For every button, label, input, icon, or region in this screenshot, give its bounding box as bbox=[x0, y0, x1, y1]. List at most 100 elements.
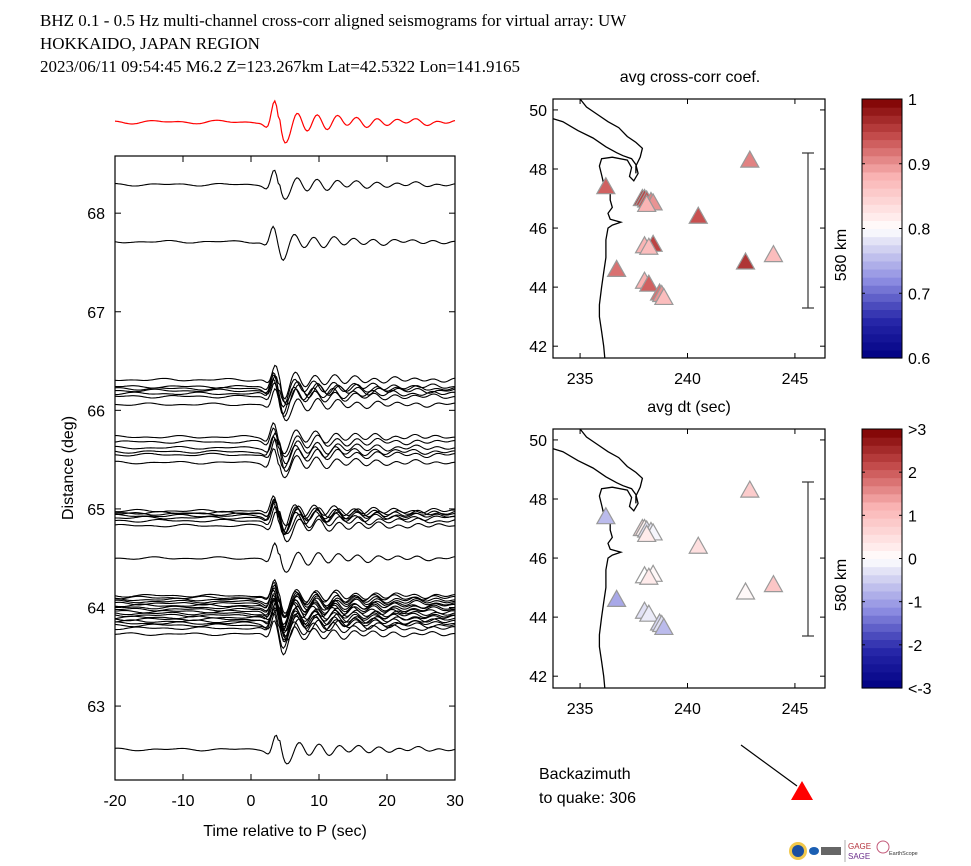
figure-title-event-info: 2023/06/11 09:54:45 M6.2 Z=123.267km Lat… bbox=[40, 57, 521, 76]
y-tick-label: 67 bbox=[87, 305, 105, 322]
colorbar-segment bbox=[862, 99, 902, 108]
quake-direction-triangle-icon bbox=[791, 781, 813, 800]
seismogram-trace bbox=[115, 422, 455, 455]
colorbar-segment bbox=[862, 139, 902, 149]
seismogram-ticks: -20 -10 0 10 20 30 63 64 65 66 67 68 bbox=[87, 156, 464, 810]
colorbar-segment bbox=[862, 655, 902, 665]
y-tick-label: 64 bbox=[87, 600, 105, 617]
station-triangle bbox=[595, 506, 616, 525]
colorbar-segment bbox=[862, 147, 902, 157]
colorbar-segment bbox=[862, 485, 902, 495]
colorbar-segment bbox=[862, 309, 902, 319]
dt-residual-map-panel: 235 240 245 42 44 46 48 50 580 km <-3 -2 -1 0 1 2 >3 bbox=[529, 422, 931, 718]
station-triangle bbox=[688, 536, 709, 554]
seismogram-trace bbox=[114, 371, 455, 408]
colorbar-segment bbox=[862, 228, 902, 238]
colorbar-segment bbox=[862, 679, 902, 689]
seismogram-trace bbox=[114, 542, 456, 573]
figure-title-line-1: BHZ 0.1 - 0.5 Hz multi-channel cross-cor… bbox=[40, 11, 627, 30]
gage-logo: GAGE bbox=[848, 842, 871, 851]
colorbar-tick-label: 1 bbox=[908, 508, 917, 525]
station-triangle bbox=[638, 603, 659, 622]
seismogram-trace bbox=[115, 374, 456, 406]
map1-ticks: 235 240 245 42 44 46 48 50 bbox=[529, 99, 825, 388]
colorbar-segment bbox=[862, 590, 902, 600]
y-tick-label: 50 bbox=[529, 433, 547, 450]
y-tick-label: 44 bbox=[529, 610, 547, 627]
x-tick-label: 240 bbox=[674, 701, 701, 718]
colorbar-segment bbox=[862, 461, 902, 471]
colorbar-tick-label: 0.8 bbox=[908, 222, 930, 239]
stack-trace bbox=[114, 99, 456, 144]
colorbar-segment bbox=[862, 558, 902, 568]
colorbar-segment bbox=[862, 437, 902, 446]
earthscope-logo-text: EarthScope bbox=[889, 851, 918, 857]
station-triangle bbox=[606, 259, 627, 278]
station-triangle bbox=[763, 574, 784, 593]
coastline bbox=[553, 98, 644, 359]
seismogram-trace bbox=[115, 169, 456, 201]
scale-bar bbox=[802, 481, 814, 637]
station-triangle bbox=[735, 581, 756, 600]
seismogram-trace bbox=[114, 435, 455, 469]
x-tick-label: 235 bbox=[567, 701, 594, 718]
cross-corr-map-panel: avg cross-corr coef. 235 240 245 42 44 46 48 50… bbox=[529, 69, 930, 416]
coastline bbox=[553, 428, 644, 689]
colorbar-segment bbox=[862, 252, 902, 262]
map2-scale-label: 580 km bbox=[833, 559, 850, 611]
colorbar-segment bbox=[862, 293, 902, 302]
backazimuth-indicator: Backazimuth to quake: 306 bbox=[539, 744, 813, 807]
x-tick-label: 240 bbox=[674, 371, 701, 388]
y-tick-label: 42 bbox=[529, 669, 547, 686]
colorbar-segment bbox=[862, 534, 902, 543]
colorbar-tick-label: 0.9 bbox=[908, 157, 930, 174]
colorbar-segment bbox=[862, 163, 902, 173]
colorbar-tick-label: <-3 bbox=[908, 681, 932, 698]
colorbar-segment bbox=[862, 220, 902, 230]
station-triangle bbox=[763, 244, 784, 263]
station-triangle bbox=[653, 617, 674, 636]
coastline-path bbox=[579, 428, 644, 504]
seismogram-trace bbox=[114, 588, 456, 619]
station-triangle bbox=[653, 287, 674, 306]
seismogram-trace bbox=[114, 378, 456, 416]
y-tick-label: 48 bbox=[529, 162, 547, 179]
seismogram-trace bbox=[115, 500, 456, 534]
colorbar-tick-label: 1 bbox=[908, 92, 917, 109]
colorbar-segment bbox=[862, 550, 902, 560]
map2-ticks: 235 240 245 42 44 46 48 50 bbox=[529, 429, 825, 718]
colorbar-segment bbox=[862, 453, 902, 462]
colorbar-segment bbox=[862, 477, 902, 487]
trace-group bbox=[114, 169, 456, 765]
station-triangle bbox=[595, 176, 616, 195]
seismogram-trace bbox=[114, 225, 456, 262]
x-tick-label: 245 bbox=[782, 371, 809, 388]
backazimuth-label: Backazimuth bbox=[539, 766, 631, 783]
map1-title: avg cross-corr coef. bbox=[620, 69, 760, 86]
colorbar-segment bbox=[862, 639, 902, 649]
backazimuth-value: to quake: 306 bbox=[539, 790, 636, 807]
colorbar-segment bbox=[862, 196, 902, 205]
colorbar-segment bbox=[862, 268, 902, 278]
colorbar-segment bbox=[862, 518, 902, 527]
seismogram-panel: -20 -10 0 10 20 30 63 64 65 66 67 68 Time relative … bbox=[60, 99, 464, 840]
seismogram-trace bbox=[114, 588, 456, 626]
station-markers bbox=[595, 479, 784, 636]
colorbar-tick-label: 0.7 bbox=[908, 286, 930, 303]
station-triangle bbox=[636, 194, 657, 213]
colorbar-segment bbox=[862, 131, 902, 141]
colorbar-segment bbox=[862, 574, 902, 584]
colorbar-segment bbox=[862, 188, 902, 197]
x-tick-label: 235 bbox=[567, 371, 594, 388]
colorbar-segment bbox=[862, 277, 902, 286]
x-tick-label: -10 bbox=[171, 793, 194, 810]
colorbar-segment bbox=[862, 107, 902, 116]
colorbar-segment bbox=[862, 607, 902, 616]
y-tick-label: 42 bbox=[529, 339, 547, 356]
y-tick-label: 68 bbox=[87, 206, 105, 223]
colorbar-segment bbox=[862, 301, 902, 311]
seismogram-ylabel: Distance (deg) bbox=[60, 416, 77, 520]
stack-trace-group bbox=[114, 99, 456, 144]
colorbar-segment bbox=[862, 333, 902, 343]
